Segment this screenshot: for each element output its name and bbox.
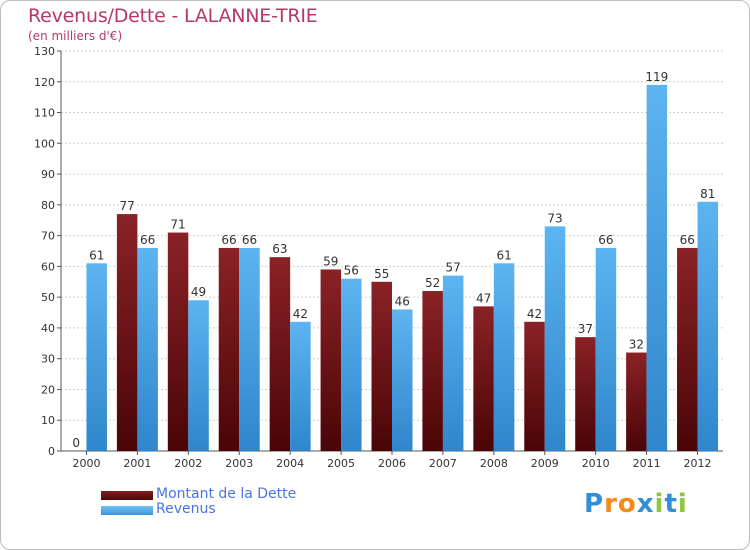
value-label-revenus: 119 [645, 70, 668, 84]
bar-dette [371, 281, 392, 451]
value-label-dette: 71 [170, 218, 185, 232]
value-label-dette: 47 [476, 291, 491, 305]
y-tick-label: 20 [41, 383, 55, 396]
value-label-revenus: 73 [547, 211, 562, 225]
x-tick-label: 2009 [531, 457, 559, 470]
bar-dette [626, 352, 647, 451]
x-tick-label: 2002 [174, 457, 202, 470]
bar-revenus [392, 309, 413, 451]
bar-revenus [646, 84, 668, 451]
legend-swatch-dette [101, 491, 153, 500]
value-label-revenus: 61 [496, 248, 511, 262]
value-label-dette: 63 [272, 242, 287, 256]
x-tick-label: 2006 [378, 457, 406, 470]
logo-letter: P [584, 489, 605, 519]
bar-dette [116, 214, 138, 451]
logo-letter: t [664, 489, 678, 519]
value-label-revenus: 66 [598, 233, 613, 247]
y-tick-label: 10 [41, 414, 55, 427]
value-label-dette: 59 [323, 254, 338, 268]
bar-dette [167, 232, 189, 451]
value-label-revenus: 66 [140, 233, 155, 247]
proxiti-logo: Proxiti [584, 489, 688, 519]
y-tick-label: 110 [34, 107, 55, 120]
value-label-dette: 32 [629, 338, 644, 352]
value-label-revenus: 66 [242, 233, 257, 247]
x-tick-label: 2005 [327, 457, 355, 470]
x-tick-label: 2000 [72, 457, 100, 470]
x-tick-label: 2011 [633, 457, 661, 470]
y-tick-label: 0 [48, 445, 55, 458]
y-tick-label: 120 [34, 76, 55, 89]
x-tick-label: 2003 [225, 457, 253, 470]
x-tick-label: 2007 [429, 457, 457, 470]
bar-dette [524, 321, 545, 451]
value-label-dette: 66 [680, 233, 695, 247]
bar-revenus [239, 247, 260, 451]
value-label-revenus: 46 [395, 294, 410, 308]
logo-letter: i [677, 489, 688, 519]
value-label-revenus: 49 [191, 285, 206, 299]
x-tick-label: 2001 [123, 457, 151, 470]
legend-swatch-revenus [101, 506, 153, 515]
logo-letter: o [617, 489, 637, 519]
bar-dette [422, 291, 443, 451]
value-label-dette: 0 [72, 436, 80, 450]
value-label-revenus: 57 [446, 261, 461, 275]
bar-dette [218, 247, 240, 451]
value-label-revenus: 42 [293, 307, 308, 321]
y-tick-label: 100 [34, 137, 55, 150]
y-tick-label: 40 [41, 322, 55, 335]
legend-label-revenus: Revenus [156, 501, 216, 517]
bar-revenus [137, 247, 158, 451]
bar-revenus [86, 263, 107, 451]
bar-revenus [290, 321, 311, 451]
bar-revenus [341, 278, 362, 451]
value-label-dette: 42 [527, 307, 542, 321]
value-label-revenus: 56 [344, 264, 359, 278]
x-tick-label: 2004 [276, 457, 304, 470]
y-tick-label: 80 [41, 199, 55, 212]
bar-revenus [544, 226, 566, 451]
value-label-dette: 66 [221, 233, 236, 247]
chart-subtitle: (en milliers d'€) [28, 29, 123, 43]
y-tick-label: 130 [34, 45, 55, 58]
value-label-dette: 77 [119, 199, 134, 213]
x-tick-label: 2012 [684, 457, 712, 470]
logo-letter: r [604, 489, 618, 519]
bar-revenus [442, 275, 464, 451]
legend-label-dette: Montant de la Dette [156, 486, 297, 502]
logo-letter: x [636, 489, 655, 519]
logo-letter: i [654, 489, 665, 519]
y-tick-label: 30 [41, 353, 55, 366]
y-tick-label: 90 [41, 168, 55, 181]
bar-revenus [493, 263, 515, 451]
value-label-revenus: 81 [700, 187, 715, 201]
value-label-dette: 37 [578, 322, 593, 336]
x-tick-label: 2010 [582, 457, 610, 470]
chart-title: Revenus/Dette - LALANNE-TRIE [28, 5, 318, 27]
bar-dette [677, 247, 698, 451]
bar-revenus [697, 201, 719, 451]
y-tick-label: 70 [41, 230, 55, 243]
y-tick-label: 50 [41, 291, 55, 304]
x-tick-label: 2008 [480, 457, 508, 470]
value-label-dette: 55 [374, 267, 389, 281]
bar-dette [320, 269, 342, 451]
bar-revenus [595, 247, 617, 451]
bar-revenus [188, 300, 209, 451]
bar-dette [473, 306, 494, 451]
y-tick-label: 60 [41, 260, 55, 273]
value-label-dette: 52 [425, 276, 440, 290]
bar-dette [575, 337, 596, 451]
value-label-revenus: 61 [89, 248, 104, 262]
bar-dette [269, 257, 291, 451]
